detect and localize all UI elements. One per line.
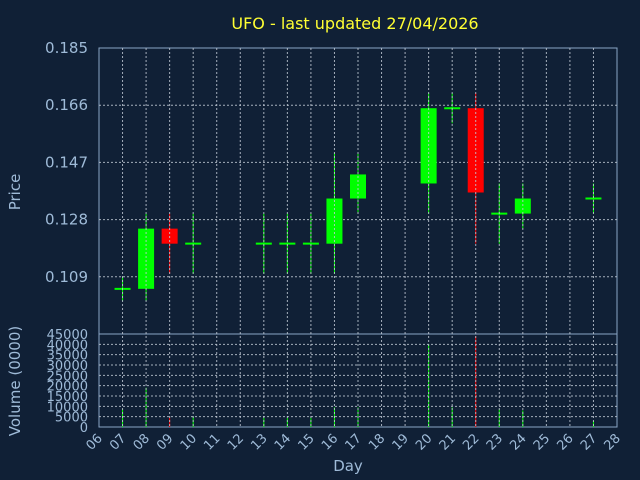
price-tick-label: 0.128 [45, 211, 88, 229]
candle-body [350, 174, 366, 199]
candle-body [138, 228, 155, 289]
volume-tick-label: 45000 [47, 328, 88, 343]
volume-tick-label: 5000 [55, 411, 88, 426]
candle-body [467, 108, 484, 193]
price-tick-label: 0.166 [45, 96, 88, 114]
volume-tick-label: 30000 [47, 359, 88, 374]
price-axis-label: Price [6, 174, 24, 211]
x-axis-label: Day [333, 457, 363, 475]
volume-tick-label: 0 [80, 421, 88, 436]
volume-tick-label: 25000 [47, 369, 88, 384]
volume-tick-label: 40000 [47, 338, 88, 353]
volume-tick-label: 35000 [47, 349, 88, 364]
price-tick-label: 0.185 [45, 39, 88, 57]
volume-tick-label: 20000 [47, 380, 88, 395]
volume-tick-label: 10000 [47, 400, 88, 415]
volume-y-ticks: 0500010000150002000025000300003500040000… [47, 328, 88, 436]
candle-body [514, 198, 531, 214]
x-ticks: 06 07 08 09 10 11 12 13 14 15 16 17 18 19 20 21 22 23 24 25… [84, 431, 624, 453]
volume-tick-label: 15000 [47, 390, 88, 405]
price-y-ticks: 0.109 0.128 0.147 0.166 0.185 [45, 39, 88, 286]
price-tick-label: 0.109 [45, 268, 88, 286]
price-tick-label: 0.147 [45, 153, 88, 171]
x-gridlines [122, 48, 594, 427]
volume-axis-label: Volume (0000) [6, 326, 24, 436]
chart-title: UFO - last updated 27/04/2026 [231, 14, 478, 33]
